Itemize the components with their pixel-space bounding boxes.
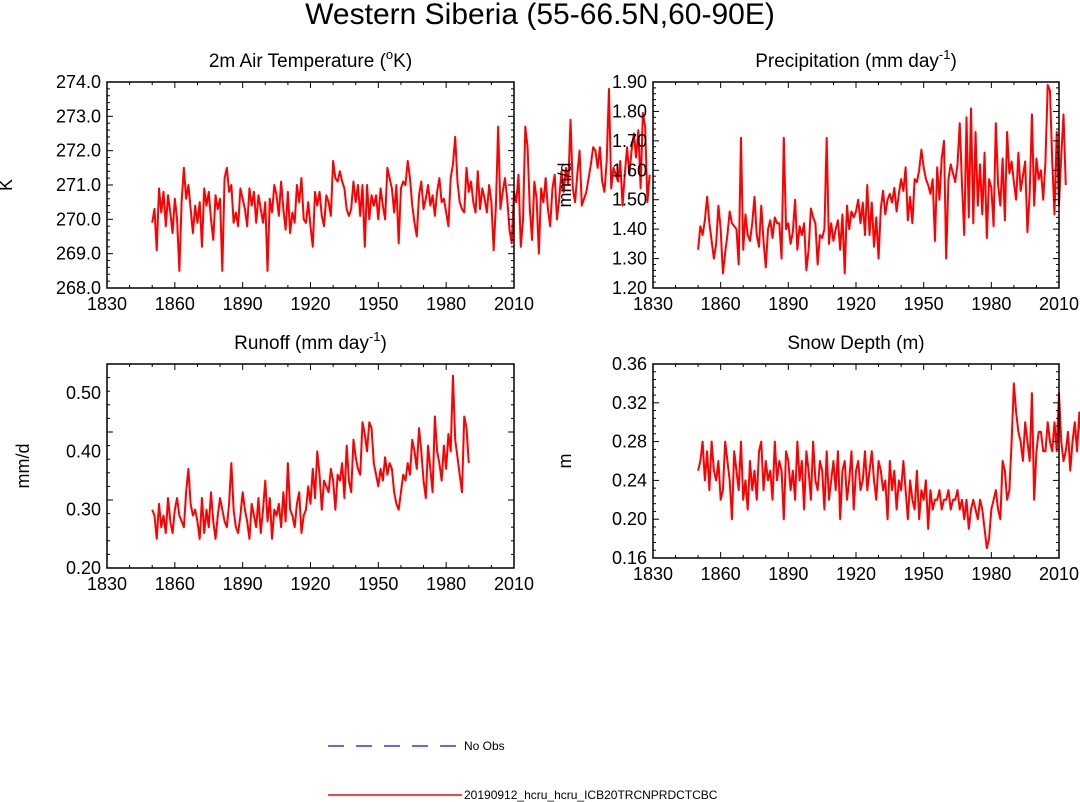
panel-title-snow-depth: Snow Depth (m) — [787, 333, 924, 354]
panel-precipitation: Precipitation (mm day-1) 1830 1860 1890 1920… — [555, 47, 1079, 314]
x-tick-label: 1920 — [290, 574, 330, 594]
y-tick-label: 270.0 — [56, 209, 101, 229]
series-line-runoff — [151, 374, 470, 540]
panel-air-temperature: 2m Air Temperature (oK) 1830 1860 1890 1920 1… — [0, 47, 651, 314]
x-tick-label: 1890 — [768, 564, 808, 584]
y-tick-label: 1.20 — [612, 278, 647, 298]
x-tick-label: 2010 — [1039, 294, 1079, 314]
y-tick-label: 1.70 — [612, 131, 647, 151]
series-line-air-temperature — [151, 87, 651, 272]
y-axis-label-air-temperature: K — [0, 179, 16, 191]
legend: No Obs 20190912_hcru_hcru_ICB20TRCNPRDCT… — [328, 739, 718, 802]
panel-title-superscript: -1 — [369, 329, 381, 344]
series-line-precipitation — [697, 83, 1067, 275]
panels: 2m Air Temperature (oK)1830 1860 1890 1920 1… — [0, 47, 1080, 594]
x-tick-label: 2010 — [1039, 564, 1079, 584]
panel-title-air-temperature: 2m Air Temperature (oK) — [209, 47, 412, 72]
y-tick-label: 268.0 — [56, 278, 101, 298]
x-tick-label: 1860 — [701, 294, 741, 314]
panel-title-text: Precipitation (mm day — [755, 51, 939, 72]
panel-title-text: Snow Depth (m) — [787, 333, 924, 354]
panel-title-superscript: -1 — [939, 47, 951, 62]
x-tick-label: 1830 — [633, 294, 673, 314]
y-tick-label: 274.0 — [56, 72, 101, 92]
panel-title-suffix: K) — [393, 51, 412, 72]
x-tick-label: 1980 — [971, 564, 1011, 584]
y-tick-label: 1.40 — [612, 219, 647, 239]
x-tick-label: 1830 — [633, 564, 673, 584]
panel-runoff: Runoff (mm day-1) 1830 1860 1890 1920 1950 198… — [13, 329, 534, 594]
series-line-snow-depth — [697, 382, 1080, 550]
y-tick-label: 1.90 — [612, 72, 647, 92]
y-tick-label: 0.36 — [612, 354, 647, 374]
panel-title-text: 2m Air Temperature ( — [209, 51, 387, 72]
y-tick-label: 1.30 — [612, 249, 647, 269]
x-tick-label: 1950 — [904, 294, 944, 314]
x-tick-label: 1890 — [223, 574, 263, 594]
y-tick-label: 269.0 — [56, 244, 101, 264]
panel-title-superscript: o — [386, 47, 393, 62]
y-tick-label: 0.40 — [66, 441, 101, 461]
y-tick-label: 0.20 — [66, 558, 101, 578]
x-tick-label: 1980 — [426, 294, 466, 314]
x-tick-label: 2010 — [494, 574, 534, 594]
x-tick-label: 1950 — [358, 574, 398, 594]
y-tick-label: 0.24 — [612, 470, 647, 490]
y-tick-label: 273.0 — [56, 106, 101, 126]
x-tick-label: 1860 — [155, 574, 195, 594]
panel-title-precipitation: Precipitation (mm day-1) — [755, 47, 957, 72]
panel-title-suffix: ) — [950, 51, 956, 72]
legend-obs-label: No Obs — [464, 739, 505, 753]
x-tick-label: 1950 — [904, 564, 944, 584]
y-tick-label: 272.0 — [56, 141, 101, 161]
x-tick-label: 1860 — [155, 294, 195, 314]
y-tick-label: 271.0 — [56, 175, 101, 195]
x-tick-label: 1920 — [836, 564, 876, 584]
x-tick-label: 1980 — [971, 294, 1011, 314]
y-tick-label: 0.32 — [612, 393, 647, 413]
x-tick-label: 1980 — [426, 574, 466, 594]
panel-snow-depth: Snow Depth (m) 1830 1860 1890 1920 1950 1980 20… — [555, 333, 1080, 584]
x-tick-label: 2010 — [494, 294, 534, 314]
figure-title: Western Siberia (55-66.5N,60-90E) — [305, 0, 775, 31]
y-axis-label-runoff: mm/d — [13, 444, 33, 489]
plot-frame-air-temperature — [106, 81, 515, 289]
x-tick-label: 1920 — [836, 294, 876, 314]
y-tick-label: 0.16 — [612, 548, 647, 568]
x-tick-label: 1890 — [768, 294, 808, 314]
x-tick-label: 1860 — [701, 564, 741, 584]
x-tick-label: 1950 — [358, 294, 398, 314]
y-tick-label: 0.20 — [612, 509, 647, 529]
legend-model-label: 20190912_hcru_hcru_ICB20TRCNPRDCTCBC — [464, 788, 718, 802]
x-tick-label: 1830 — [87, 294, 127, 314]
panel-title-runoff: Runoff (mm day-1) — [234, 329, 387, 354]
panel-title-suffix: ) — [381, 333, 387, 354]
y-tick-label: 1.60 — [612, 160, 647, 180]
y-tick-label: 0.28 — [612, 432, 647, 452]
x-tick-label: 1830 — [87, 574, 127, 594]
x-tick-label: 1890 — [223, 294, 263, 314]
y-tick-label: 1.50 — [612, 190, 647, 210]
panel-title-text: Runoff (mm day — [234, 333, 369, 354]
y-axis-label-precipitation: mm/d — [555, 163, 575, 208]
x-tick-label: 1920 — [290, 294, 330, 314]
y-tick-label: 0.30 — [66, 500, 101, 520]
y-tick-label: 0.50 — [66, 383, 101, 403]
y-tick-label: 1.80 — [612, 101, 647, 121]
y-axis-label-snow-depth: m — [555, 454, 575, 469]
